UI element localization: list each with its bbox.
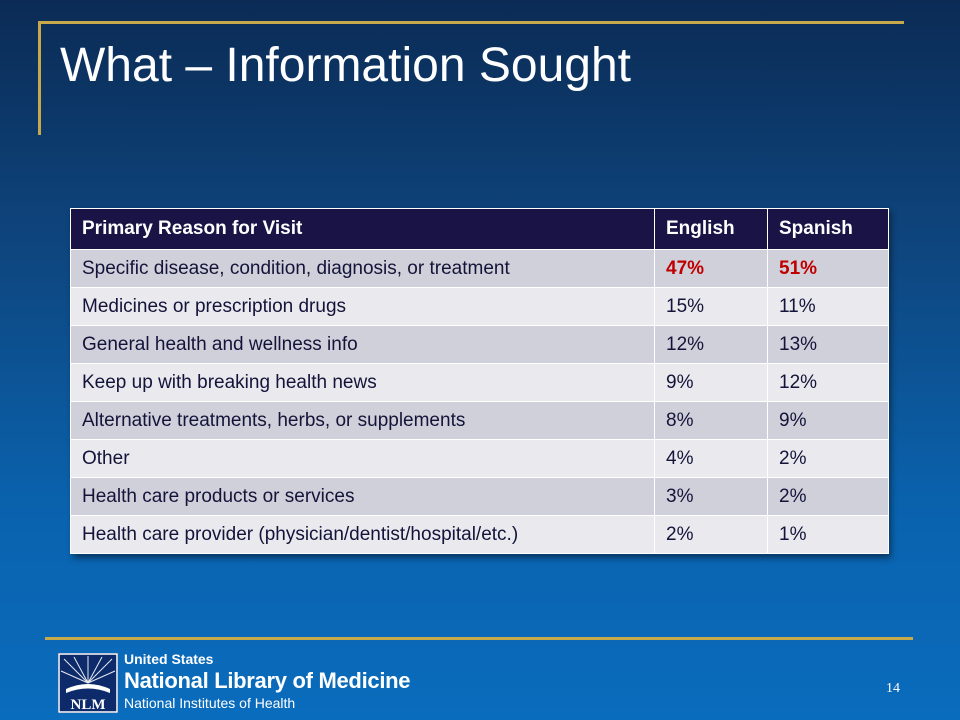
spanish-value: 2% [767, 439, 889, 478]
org-line-3: National Institutes of Health [124, 695, 296, 711]
english-value: 2% [654, 515, 768, 554]
spanish-value: 9% [767, 401, 889, 440]
table-row: General health and wellness info 12% 13% [70, 325, 889, 364]
header-spanish: Spanish [767, 208, 889, 250]
table-row: Keep up with breaking health news 9% 12% [70, 363, 889, 402]
english-value: 12% [654, 325, 768, 364]
english-value: 3% [654, 477, 768, 516]
header-english: English [654, 208, 768, 250]
spanish-value: 1% [767, 515, 889, 554]
english-value: 8% [654, 401, 768, 440]
org-line-1: United States [124, 651, 214, 667]
table-row: Health care provider (physician/dentist/… [70, 515, 889, 554]
left-accent-rule [38, 21, 41, 135]
table-row: Specific disease, condition, diagnosis, … [70, 249, 889, 288]
reason-cell: Alternative treatments, herbs, or supple… [70, 401, 655, 440]
reason-cell: Other [70, 439, 655, 478]
reason-cell: Health care provider (physician/dentist/… [70, 515, 655, 554]
table-row: Other 4% 2% [70, 439, 889, 478]
reason-cell: Medicines or prescription drugs [70, 287, 655, 326]
reason-cell: Health care products or services [70, 477, 655, 516]
slide-title: What – Information Sought [60, 39, 631, 92]
bottom-accent-rule [45, 637, 913, 640]
english-value: 9% [654, 363, 768, 402]
table-row: Alternative treatments, herbs, or supple… [70, 401, 889, 440]
reason-cell: General health and wellness info [70, 325, 655, 364]
spanish-value: 13% [767, 325, 889, 364]
spanish-value: 12% [767, 363, 889, 402]
spanish-value: 2% [767, 477, 889, 516]
top-accent-rule [38, 21, 904, 24]
header-reason: Primary Reason for Visit [70, 208, 655, 250]
spanish-value: 11% [767, 287, 889, 326]
reason-cell: Specific disease, condition, diagnosis, … [70, 249, 655, 288]
organization-name: United States National Library of Medici… [124, 651, 411, 711]
data-table-container: Primary Reason for Visit English Spanish… [70, 208, 889, 554]
reason-cell: Keep up with breaking health news [70, 363, 655, 402]
nlm-logo-icon: NLM [58, 653, 118, 713]
spanish-value: 51% [767, 249, 889, 288]
svg-text:NLM: NLM [71, 697, 106, 713]
org-line-2: National Library of Medicine [124, 668, 411, 693]
table-row: Medicines or prescription drugs 15% 11% [70, 287, 889, 326]
table-row: Health care products or services 3% 2% [70, 477, 889, 516]
page-number: 14 [886, 681, 900, 696]
information-sought-table: Primary Reason for Visit English Spanish… [70, 208, 889, 554]
english-value: 4% [654, 439, 768, 478]
english-value: 47% [654, 249, 768, 288]
english-value: 15% [654, 287, 768, 326]
table-header-row: Primary Reason for Visit English Spanish [70, 208, 889, 250]
